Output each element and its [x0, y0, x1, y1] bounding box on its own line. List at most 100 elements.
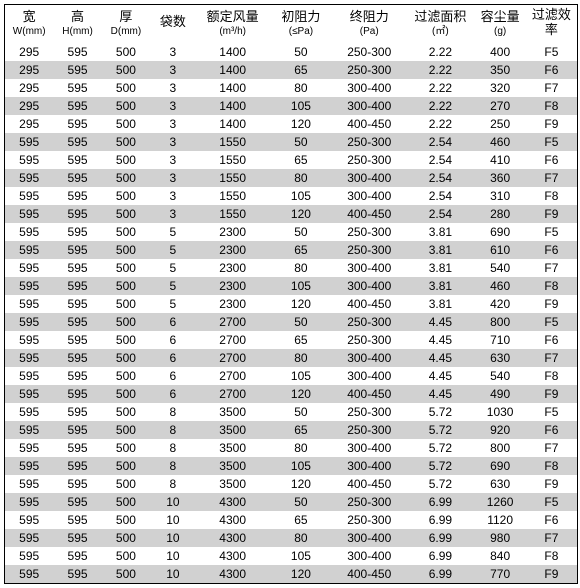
- cell: 280: [475, 205, 526, 223]
- cell: 1400: [196, 79, 270, 97]
- cell: F8: [526, 457, 577, 475]
- cell: 595: [53, 61, 101, 79]
- cell: 500: [102, 385, 150, 403]
- cell: 270: [475, 97, 526, 115]
- cell: 1030: [475, 403, 526, 421]
- cell: 295: [5, 43, 53, 61]
- cell: 3500: [196, 403, 270, 421]
- cell: 595: [5, 367, 53, 385]
- cell: 595: [5, 151, 53, 169]
- cell: 10: [150, 565, 196, 583]
- cell: 295: [5, 115, 53, 133]
- cell: 5.72: [406, 457, 474, 475]
- cell: 595: [53, 295, 101, 313]
- cell: 500: [102, 259, 150, 277]
- cell: 595: [53, 277, 101, 295]
- cell: F6: [526, 511, 577, 529]
- cell: F8: [526, 277, 577, 295]
- table-row: 5955955003155050250-3002.54460F5: [5, 133, 577, 151]
- cell: 595: [53, 529, 101, 547]
- cell: 6.99: [406, 529, 474, 547]
- cell: 4300: [196, 493, 270, 511]
- cell: 400-450: [332, 295, 406, 313]
- cell: 595: [53, 403, 101, 421]
- cell: 5.72: [406, 421, 474, 439]
- cell: 4.45: [406, 385, 474, 403]
- cell: 65: [270, 511, 333, 529]
- cell: 595: [53, 565, 101, 583]
- cell: 320: [475, 79, 526, 97]
- cell: 2.54: [406, 205, 474, 223]
- cell: 80: [270, 439, 333, 457]
- cell: 3500: [196, 457, 270, 475]
- cell: 5: [150, 259, 196, 277]
- cell: 595: [53, 475, 101, 493]
- table-row: 59559550083500105300-4005.72690F8: [5, 457, 577, 475]
- cell: 2300: [196, 241, 270, 259]
- cell: 500: [102, 475, 150, 493]
- col-area: 过滤面积(㎡): [406, 5, 474, 43]
- cell: 2.22: [406, 79, 474, 97]
- table-row: 5955955003155080300-4002.54360F7: [5, 169, 577, 187]
- cell: 6.99: [406, 511, 474, 529]
- cell: 490: [475, 385, 526, 403]
- cell: 2.22: [406, 97, 474, 115]
- cell: F7: [526, 439, 577, 457]
- cell: 690: [475, 223, 526, 241]
- table-row: 59559550062700120400-4504.45490F9: [5, 385, 577, 403]
- cell: 3: [150, 79, 196, 97]
- table-row: 5955955006270050250-3004.45800F5: [5, 313, 577, 331]
- cell: 500: [102, 565, 150, 583]
- cell: 410: [475, 151, 526, 169]
- cell: 595: [53, 187, 101, 205]
- cell: F5: [526, 133, 577, 151]
- col-width: 宽W(mm): [5, 5, 53, 43]
- cell: 595: [5, 331, 53, 349]
- cell: 4300: [196, 565, 270, 583]
- cell: 1550: [196, 169, 270, 187]
- cell: 5.72: [406, 475, 474, 493]
- cell: 3.81: [406, 295, 474, 313]
- cell: 250-300: [332, 223, 406, 241]
- cell: 105: [270, 367, 333, 385]
- cell: 50: [270, 133, 333, 151]
- cell: 6: [150, 331, 196, 349]
- cell: F8: [526, 97, 577, 115]
- table-row: 2955955003140080300-4002.22320F7: [5, 79, 577, 97]
- cell: F5: [526, 223, 577, 241]
- table-body: 2955955003140050250-3002.22400F529559550…: [5, 43, 577, 583]
- table-row: 59559550062700105300-4004.45540F8: [5, 367, 577, 385]
- cell: 595: [53, 367, 101, 385]
- col-depth: 厚D(mm): [102, 5, 150, 43]
- table-row: 5955955008350050250-3005.721030F5: [5, 403, 577, 421]
- cell: 300-400: [332, 97, 406, 115]
- table-row: 5955955003155065250-3002.54410F6: [5, 151, 577, 169]
- cell: 105: [270, 187, 333, 205]
- cell: 250-300: [332, 313, 406, 331]
- cell: 595: [5, 421, 53, 439]
- table-row: 29559550031400120400-4502.22250F9: [5, 115, 577, 133]
- cell: F9: [526, 205, 577, 223]
- cell: 500: [102, 313, 150, 331]
- col-dust-sub: (g): [475, 26, 526, 38]
- cell: 3.81: [406, 241, 474, 259]
- cell: 250-300: [332, 133, 406, 151]
- table-row: 2955955003140065250-3002.22350F6: [5, 61, 577, 79]
- cell: 1400: [196, 97, 270, 115]
- cell: 1550: [196, 205, 270, 223]
- cell: 500: [102, 295, 150, 313]
- cell: 1400: [196, 61, 270, 79]
- cell: 500: [102, 457, 150, 475]
- cell: 8: [150, 403, 196, 421]
- cell: F7: [526, 169, 577, 187]
- cell: 3.81: [406, 259, 474, 277]
- cell: 65: [270, 421, 333, 439]
- cell: 800: [475, 439, 526, 457]
- cell: 80: [270, 349, 333, 367]
- cell: 6: [150, 349, 196, 367]
- cell: 10: [150, 547, 196, 565]
- cell: 5: [150, 223, 196, 241]
- cell: 3: [150, 187, 196, 205]
- cell: 6: [150, 385, 196, 403]
- table-row: 59559550052300105300-4003.81460F8: [5, 277, 577, 295]
